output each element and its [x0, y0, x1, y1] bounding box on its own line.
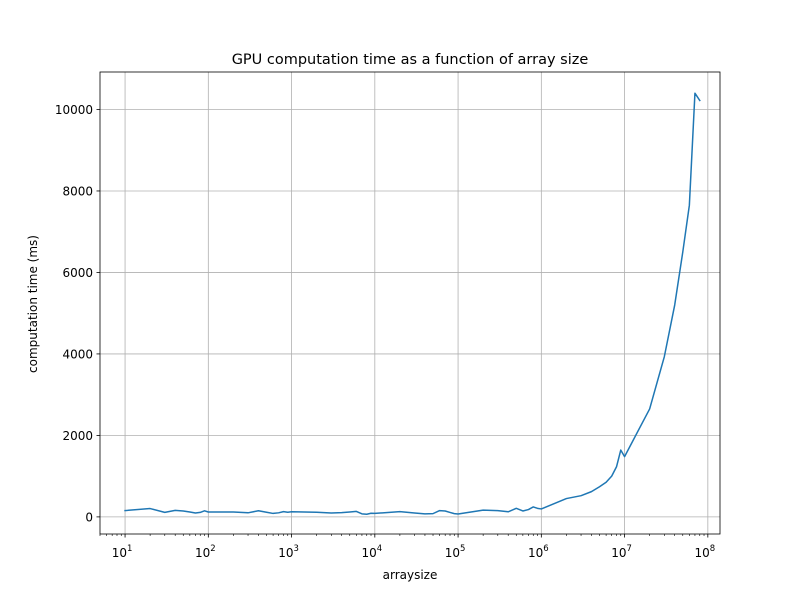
series-line	[124, 92, 701, 515]
x-tick-label: 107	[611, 544, 632, 560]
data-series	[124, 92, 701, 515]
chart-title: GPU computation time as a function of ar…	[232, 52, 589, 68]
y-tick-label: 0	[85, 510, 93, 524]
y-tick-label: 6000	[62, 266, 93, 280]
y-tick-label: 2000	[62, 429, 93, 443]
x-tick-label: 105	[445, 544, 466, 560]
x-tick-labels: 101 102 103 104 105 106 107 108	[112, 544, 715, 560]
plot-frame	[99, 71, 721, 535]
y-tick-labels: 0 2000 4000 6000 8000 10000	[55, 103, 93, 524]
x-axis-label: arraysize	[383, 568, 438, 582]
x-tick-label: 102	[195, 544, 216, 560]
y-axis-label: computation time (ms)	[26, 235, 40, 373]
y-tick-label: 8000	[62, 184, 93, 198]
grid-lines	[100, 72, 720, 534]
x-tick-label: 101	[112, 544, 133, 560]
x-tick-label: 108	[694, 544, 715, 560]
axes	[96, 71, 721, 538]
x-tick-label: 106	[528, 544, 549, 560]
x-tick-label: 104	[361, 544, 382, 560]
x-tick-label: 103	[278, 544, 299, 560]
y-tick-label: 10000	[55, 103, 93, 117]
y-tick-label: 4000	[62, 347, 93, 361]
